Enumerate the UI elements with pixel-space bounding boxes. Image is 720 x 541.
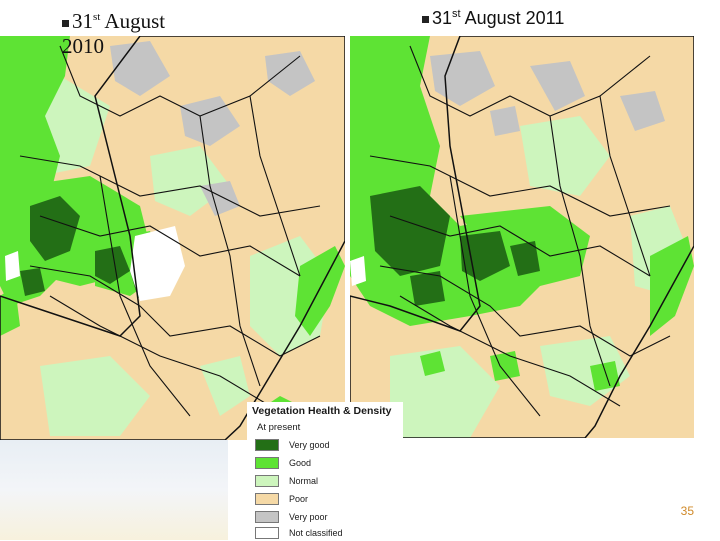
legend-label: Very good — [289, 440, 330, 450]
map-2011-graphic — [350, 36, 694, 438]
map-2010-graphic — [0, 36, 345, 440]
legend-swatch — [255, 439, 279, 451]
caption-2011-day: 31 — [432, 8, 453, 28]
legend-swatch — [255, 511, 279, 523]
caption-2010-year: 2010 — [62, 34, 104, 58]
background-fill — [0, 440, 228, 540]
legend-label: Normal — [289, 476, 319, 486]
bullet-icon — [62, 19, 69, 27]
legend-label: Poor — [289, 494, 309, 504]
vegetation-map-2010 — [0, 36, 345, 440]
legend-swatch — [255, 493, 279, 505]
caption-2010: 31st August 2010 — [62, 5, 232, 59]
map-legend: Vegetation Health & Density At present V… — [247, 402, 403, 540]
caption-2011-suffix: st — [452, 8, 461, 20]
legend-swatch — [255, 527, 279, 539]
legend-title: Vegetation Health & Density — [252, 405, 392, 417]
legend-swatch — [255, 475, 279, 487]
vegetation-map-2011 — [350, 36, 694, 438]
bullet-icon — [422, 15, 429, 23]
caption-2011: 31st August 2011 — [422, 3, 564, 29]
caption-2011-rest: August 2011 — [460, 8, 565, 28]
caption-2010-month: August — [100, 9, 166, 33]
legend-subtitle: At present — [257, 422, 301, 433]
legend-swatch — [255, 457, 279, 469]
caption-2010-day: 31 — [72, 9, 93, 33]
page-number: 35 — [680, 504, 694, 518]
legend-label: Good — [289, 458, 312, 468]
legend-label: Not classified — [289, 528, 343, 538]
legend-label: Very poor — [289, 512, 328, 522]
caption-2010-suffix: st — [93, 11, 101, 23]
